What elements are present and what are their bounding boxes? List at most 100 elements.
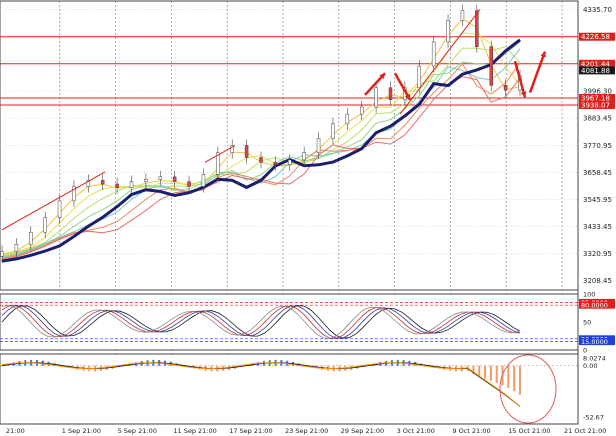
candle-body bbox=[187, 181, 191, 187]
oscillator-pane[interactable] bbox=[0, 293, 579, 351]
histogram-bar bbox=[472, 365, 475, 374]
time-axis-label: 3 Oct 21:00 bbox=[397, 427, 435, 435]
oscillator-tick-label: 0 bbox=[583, 347, 587, 355]
price-level-tag bbox=[579, 32, 615, 41]
histogram-bar bbox=[507, 365, 510, 389]
candle-body bbox=[273, 162, 278, 166]
histogram-bar bbox=[489, 365, 492, 381]
price-tick-label: 3320.95 bbox=[583, 250, 612, 258]
price-level-label: 4201.44 bbox=[581, 60, 610, 68]
time-axis-label: 1 Sep 21:00 bbox=[62, 427, 101, 435]
time-axis-label: 15 Oct 21:00 bbox=[508, 427, 550, 435]
oscillator-tick-label: 50 bbox=[583, 319, 591, 327]
histogram-signal-line bbox=[1, 362, 521, 407]
arrow-down-annotation-head bbox=[404, 93, 410, 100]
candle-body bbox=[29, 231, 33, 245]
candle-body bbox=[244, 145, 249, 158]
candle-body bbox=[475, 10, 479, 48]
candle-body bbox=[417, 65, 422, 88]
candle-body bbox=[230, 145, 234, 153]
candle-body bbox=[359, 106, 364, 115]
histogram-tick-label: 0.00 bbox=[583, 362, 597, 370]
candle-body bbox=[129, 181, 134, 188]
price-tick-label: 3996.30 bbox=[583, 87, 612, 95]
candle-body bbox=[345, 113, 350, 125]
time-axis-label: 17 Sep 21:00 bbox=[229, 427, 272, 435]
time-axis-label: 9 Oct 21:00 bbox=[452, 427, 490, 435]
histogram-bar bbox=[519, 365, 521, 395]
trendline-annotation[interactable] bbox=[204, 145, 236, 163]
current-price-label: 4081.88 bbox=[581, 67, 610, 75]
price-level-label: 3938.07 bbox=[581, 102, 610, 110]
price-level-tag bbox=[579, 94, 615, 103]
oscillator-tick-label: 100 bbox=[583, 291, 595, 299]
time-axis-label: 29 Sep 21:00 bbox=[341, 427, 384, 435]
candle-body bbox=[115, 183, 119, 188]
histogram-tick-label: -52.67 bbox=[583, 413, 604, 421]
arrow-up-annotation-head bbox=[540, 51, 546, 58]
price-tick-label: 4335.70 bbox=[583, 6, 612, 14]
candle-body bbox=[43, 217, 47, 233]
oscillator-line bbox=[1, 304, 521, 340]
price-tick-label: 3433.45 bbox=[583, 223, 612, 231]
price-tick-label: 3883.45 bbox=[583, 115, 612, 123]
candle-body bbox=[316, 138, 321, 153]
histogram-tick-label: 8.0274 bbox=[583, 354, 606, 362]
oscillator-line bbox=[1, 305, 521, 339]
candle-body bbox=[489, 46, 493, 86]
oscillator-level-tag bbox=[579, 301, 615, 309]
histogram-bar bbox=[1, 365, 3, 367]
candle-body bbox=[172, 176, 177, 182]
time-axis-label: 21:00 bbox=[6, 427, 25, 435]
candle-body bbox=[72, 186, 76, 202]
candle-body bbox=[388, 87, 393, 100]
highlight-circle-annotation[interactable] bbox=[499, 354, 557, 424]
histogram-bar bbox=[513, 365, 516, 392]
oscillator-level-tag bbox=[579, 338, 615, 346]
candle-body bbox=[331, 123, 335, 139]
candle-body bbox=[259, 157, 263, 163]
price-level-tag bbox=[579, 101, 615, 110]
histogram-bar bbox=[478, 365, 481, 377]
time-axis-label: 11 Sep 21:00 bbox=[173, 427, 216, 435]
trendline-annotation[interactable] bbox=[399, 9, 481, 115]
ma-ribbon-line bbox=[1, 41, 521, 258]
candle-body bbox=[503, 85, 508, 91]
arrow-up-annotation[interactable] bbox=[528, 51, 547, 93]
ma-main-line bbox=[1, 38, 521, 263]
trendline-annotation[interactable] bbox=[1, 171, 106, 231]
price-tick-label: 3770.95 bbox=[583, 142, 612, 150]
candle-body bbox=[460, 10, 465, 21]
candle-body bbox=[302, 152, 306, 161]
arrow-down-annotation-head bbox=[520, 91, 527, 98]
current-price-tag bbox=[579, 66, 615, 75]
price-level-tag bbox=[579, 59, 615, 68]
candle-body bbox=[0, 251, 4, 257]
candle-body bbox=[144, 178, 148, 182]
candle-body bbox=[14, 243, 19, 252]
time-axis-label: 23 Sep 21:00 bbox=[285, 427, 328, 435]
candle-body bbox=[86, 180, 91, 187]
histogram-bar bbox=[484, 365, 487, 379]
arrow-down-annotation[interactable] bbox=[513, 60, 527, 98]
time-axis-label: 21 Oct 21:00 bbox=[564, 427, 606, 435]
arrow-up-annotation-head bbox=[379, 73, 385, 80]
price-level-label: 3967.18 bbox=[581, 95, 610, 103]
candle-body bbox=[446, 20, 450, 43]
candle-body bbox=[288, 159, 292, 166]
oscillator-level-label: 80.0000 bbox=[581, 302, 608, 310]
price-tick-label: 3545.95 bbox=[583, 196, 612, 204]
candle-body bbox=[431, 41, 436, 67]
histogram-bar bbox=[495, 365, 498, 384]
candle-body bbox=[158, 176, 163, 180]
price-tick-label: 3658.45 bbox=[583, 169, 612, 177]
candle-body bbox=[57, 200, 62, 218]
candle-body bbox=[201, 174, 206, 187]
price-level-label: 4226.58 bbox=[581, 33, 610, 41]
time-axis-label: 5 Sep 21:00 bbox=[118, 427, 157, 435]
candle-body bbox=[216, 152, 220, 175]
oscillator-line bbox=[1, 305, 521, 339]
candle-body bbox=[374, 87, 378, 108]
